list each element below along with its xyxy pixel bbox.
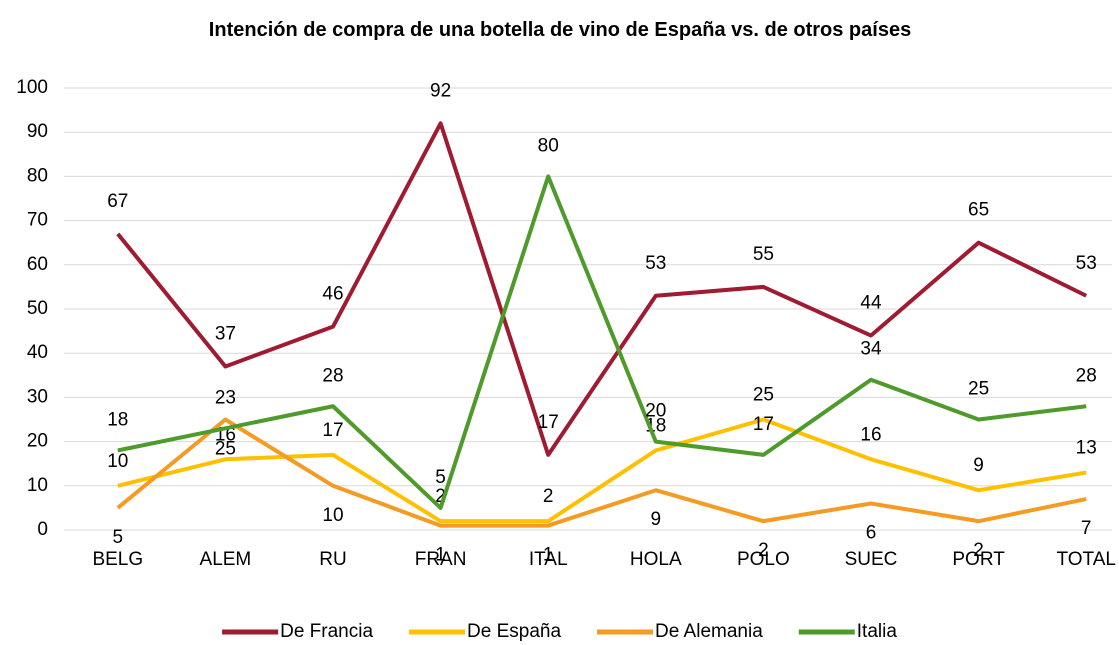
chart-title: Intención de compra de una botella de vi… <box>208 19 912 41</box>
data-label: 17 <box>322 420 343 441</box>
data-label: 34 <box>860 339 882 360</box>
x-tick-label: BELG <box>92 549 143 570</box>
data-label: 7 <box>1081 518 1092 539</box>
data-label: 1 <box>435 545 446 566</box>
legend-label: Italia <box>857 621 898 642</box>
data-label: 28 <box>1076 365 1097 386</box>
x-tick-label: TOTAL <box>1056 549 1115 570</box>
y-tick-label: 60 <box>27 254 48 275</box>
data-label: 17 <box>753 414 774 435</box>
series-line <box>116 121 1088 457</box>
x-tick-label: ITAL <box>529 549 568 570</box>
data-label: 46 <box>322 284 343 305</box>
data-label: 10 <box>322 505 343 526</box>
y-tick-label: 20 <box>27 431 48 452</box>
data-label: 13 <box>1076 438 1097 459</box>
legend-label: De España <box>467 621 561 642</box>
x-tick-label: RU <box>319 549 346 570</box>
y-tick-label: 80 <box>27 165 48 186</box>
data-label: 55 <box>753 244 774 265</box>
y-tick-label: 10 <box>27 475 48 496</box>
y-tick-label: 90 <box>27 121 48 142</box>
y-tick-label: 40 <box>27 342 48 363</box>
data-label: 1 <box>543 545 554 566</box>
data-label: 53 <box>645 253 666 274</box>
data-label: 25 <box>215 439 236 460</box>
x-tick-label: ALEM <box>200 549 252 570</box>
x-tick-label: SUEC <box>845 549 898 570</box>
data-label: 65 <box>968 200 989 221</box>
data-label: 25 <box>753 385 774 406</box>
legend-label: De Francia <box>280 621 373 642</box>
data-label: 2 <box>973 540 984 561</box>
legend: De Francia De España De Alemania Italia <box>222 621 897 642</box>
data-label: 20 <box>645 401 666 422</box>
y-tick-label: 0 <box>37 519 48 540</box>
data-label: 92 <box>430 80 451 101</box>
data-label: 9 <box>973 455 984 476</box>
series-line <box>116 417 1087 528</box>
data-label: 5 <box>113 527 124 548</box>
data-label: 2 <box>543 486 554 507</box>
y-tick-label: 30 <box>27 386 48 407</box>
data-label: 17 <box>538 412 559 433</box>
data-label: 80 <box>538 135 559 156</box>
data-label: 25 <box>968 379 989 400</box>
x-tick-label: PORT <box>952 549 1005 570</box>
y-tick-label: 50 <box>27 298 48 319</box>
data-label: 16 <box>860 424 881 445</box>
data-label: 18 <box>107 409 128 430</box>
data-label: 44 <box>860 293 882 314</box>
legend-label: De Alemania <box>655 621 763 642</box>
data-label: 23 <box>215 387 236 408</box>
series-line <box>117 174 1087 510</box>
y-tick-label: 70 <box>27 210 48 231</box>
series-line <box>117 417 1087 524</box>
x-tick-label: POLO <box>737 549 790 570</box>
data-label: 67 <box>107 191 128 212</box>
data-label: 37 <box>215 323 236 344</box>
data-label: 9 <box>651 509 662 530</box>
data-label: 5 <box>435 467 446 488</box>
data-label: 10 <box>107 451 128 472</box>
y-tick-label: 100 <box>16 77 48 98</box>
x-tick-label: HOLA <box>630 549 682 570</box>
data-label: 28 <box>322 365 343 386</box>
data-label: 2 <box>435 486 446 507</box>
data-label: 2 <box>758 540 769 561</box>
data-label: 6 <box>866 522 877 543</box>
data-label: 53 <box>1076 253 1097 274</box>
x-tick-label: FRAN <box>415 549 467 570</box>
